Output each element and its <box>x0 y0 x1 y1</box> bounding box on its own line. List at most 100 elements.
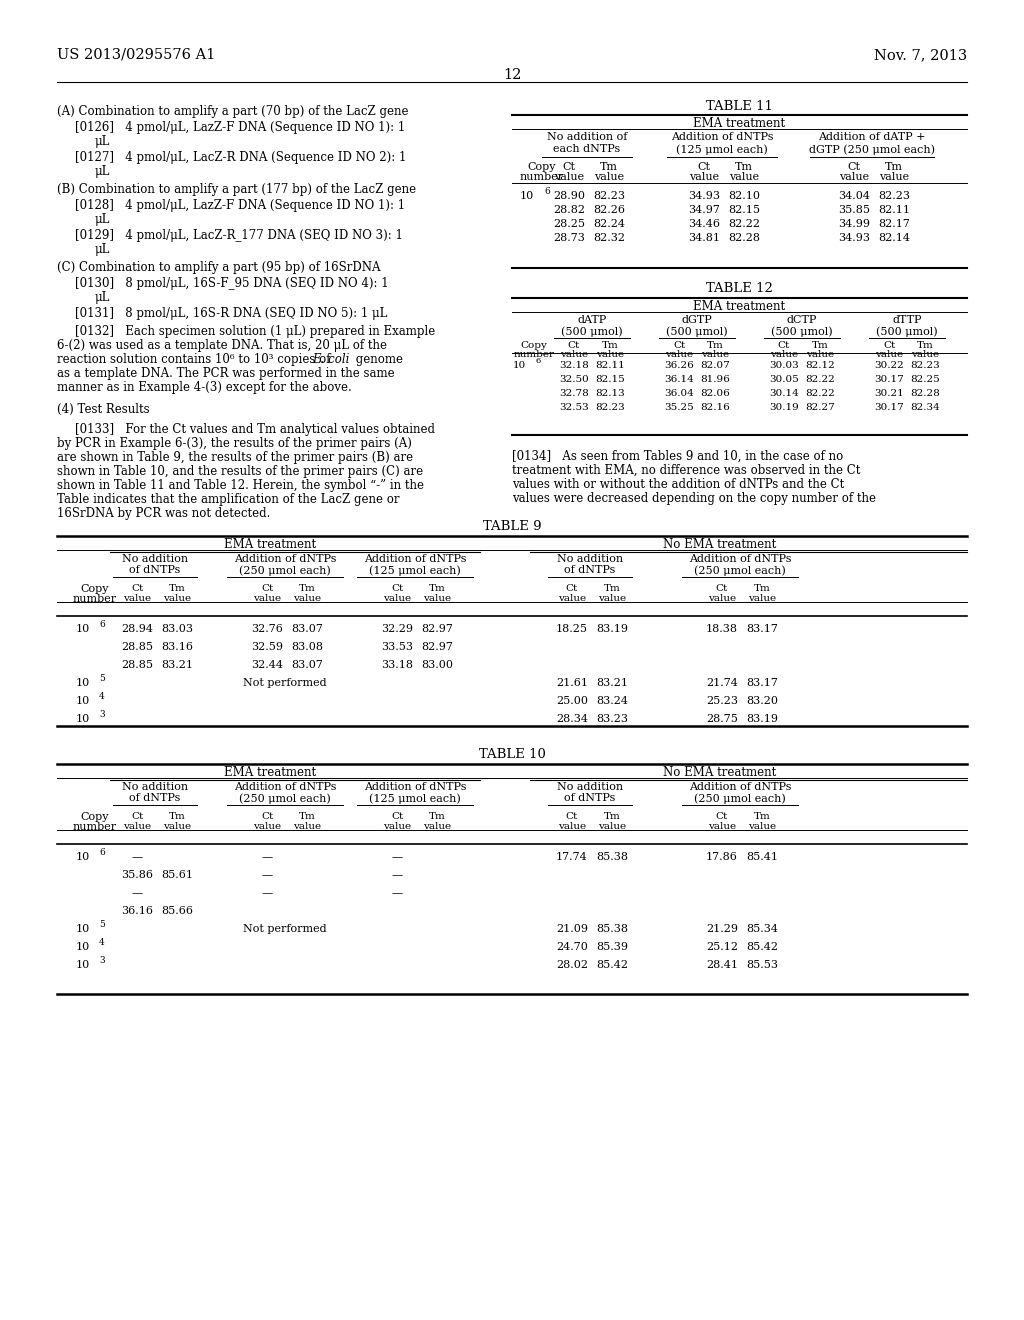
Text: Ct: Ct <box>848 162 860 172</box>
Text: 28.25: 28.25 <box>553 219 585 228</box>
Text: 10: 10 <box>76 696 90 706</box>
Text: Ct: Ct <box>673 341 685 350</box>
Text: No EMA treatment: No EMA treatment <box>664 766 776 779</box>
Text: 10: 10 <box>76 924 90 935</box>
Text: 10: 10 <box>513 360 526 370</box>
Text: —: — <box>391 888 402 898</box>
Text: value: value <box>598 822 626 832</box>
Text: value: value <box>163 594 191 603</box>
Text: Ct: Ct <box>391 812 403 821</box>
Text: 82.97: 82.97 <box>421 624 453 634</box>
Text: 25.12: 25.12 <box>706 942 738 952</box>
Text: No addition: No addition <box>122 554 188 564</box>
Text: [0129]   4 pmol/μL, LacZ-R_177 DNA (SEQ ID NO 3): 1: [0129] 4 pmol/μL, LacZ-R_177 DNA (SEQ ID… <box>75 228 402 242</box>
Text: 36.26: 36.26 <box>665 360 694 370</box>
Text: EMA treatment: EMA treatment <box>693 117 785 129</box>
Text: Tm: Tm <box>707 341 723 350</box>
Text: [0130]   8 pmol/μL, 16S-F_95 DNA (SEQ ID NO 4): 1: [0130] 8 pmol/μL, 16S-F_95 DNA (SEQ ID N… <box>75 277 389 290</box>
Text: value: value <box>558 594 586 603</box>
Text: Tm: Tm <box>429 812 445 821</box>
Text: 30.17: 30.17 <box>874 403 904 412</box>
Text: Ct: Ct <box>697 162 711 172</box>
Text: value: value <box>874 350 903 359</box>
Text: number: number <box>73 822 117 832</box>
Text: value: value <box>708 822 736 832</box>
Text: 82.24: 82.24 <box>593 219 625 228</box>
Text: manner as in Example 4-(3) except for the above.: manner as in Example 4-(3) except for th… <box>57 381 352 393</box>
Text: 82.32: 82.32 <box>593 234 625 243</box>
Text: 85.42: 85.42 <box>596 960 628 970</box>
Text: 24.70: 24.70 <box>556 942 588 952</box>
Text: Addition of dNTPs: Addition of dNTPs <box>671 132 773 143</box>
Text: Tm: Tm <box>169 812 185 821</box>
Text: 82.25: 82.25 <box>910 375 940 384</box>
Text: 35.85: 35.85 <box>838 205 870 215</box>
Text: number: number <box>520 172 564 182</box>
Text: Not performed: Not performed <box>243 678 327 688</box>
Text: value: value <box>558 822 586 832</box>
Text: [0132]   Each specimen solution (1 μL) prepared in Example: [0132] Each specimen solution (1 μL) pre… <box>75 325 435 338</box>
Text: —: — <box>131 888 142 898</box>
Text: 34.81: 34.81 <box>688 234 720 243</box>
Text: 30.05: 30.05 <box>769 375 799 384</box>
Text: US 2013/0295576 A1: US 2013/0295576 A1 <box>57 48 215 62</box>
Text: [0134]   As seen from Tables 9 and 10, in the case of no: [0134] As seen from Tables 9 and 10, in … <box>512 450 843 463</box>
Text: μL: μL <box>95 135 111 148</box>
Text: 28.94: 28.94 <box>121 624 153 634</box>
Text: Copy: Copy <box>527 162 556 172</box>
Text: value: value <box>560 350 588 359</box>
Text: 82.28: 82.28 <box>728 234 760 243</box>
Text: value: value <box>770 350 798 359</box>
Text: Ct: Ct <box>566 583 579 593</box>
Text: —: — <box>261 870 272 880</box>
Text: Tm: Tm <box>885 162 903 172</box>
Text: —: — <box>261 888 272 898</box>
Text: 85.41: 85.41 <box>746 851 778 862</box>
Text: 32.18: 32.18 <box>559 360 589 370</box>
Text: μL: μL <box>95 213 111 226</box>
Text: 82.22: 82.22 <box>805 375 835 384</box>
Text: 4: 4 <box>99 939 104 946</box>
Text: (500 μmol): (500 μmol) <box>667 326 728 337</box>
Text: Ct: Ct <box>131 812 143 821</box>
Text: 28.75: 28.75 <box>707 714 738 723</box>
Text: 34.99: 34.99 <box>838 219 870 228</box>
Text: Addition of dNTPs: Addition of dNTPs <box>364 781 466 792</box>
Text: [0128]   4 pmol/μL, LazZ-F DNA (Sequence ID NO 1): 1: [0128] 4 pmol/μL, LazZ-F DNA (Sequence I… <box>75 199 406 213</box>
Text: μL: μL <box>95 165 111 178</box>
Text: 85.53: 85.53 <box>746 960 778 970</box>
Text: value: value <box>293 822 322 832</box>
Text: Table indicates that the amplification of the LacZ gene or: Table indicates that the amplification o… <box>57 492 399 506</box>
Text: value: value <box>423 594 451 603</box>
Text: No addition: No addition <box>557 554 623 564</box>
Text: 30.22: 30.22 <box>874 360 904 370</box>
Text: No addition: No addition <box>557 781 623 792</box>
Text: 25.23: 25.23 <box>706 696 738 706</box>
Text: Tm: Tm <box>916 341 933 350</box>
Text: 35.25: 35.25 <box>665 403 694 412</box>
Text: 33.18: 33.18 <box>381 660 413 671</box>
Text: 35.86: 35.86 <box>121 870 153 880</box>
Text: 30.03: 30.03 <box>769 360 799 370</box>
Text: 83.20: 83.20 <box>746 696 778 706</box>
Text: Tm: Tm <box>169 583 185 593</box>
Text: 21.09: 21.09 <box>556 924 588 935</box>
Text: value: value <box>554 172 584 182</box>
Text: value: value <box>689 172 719 182</box>
Text: 30.21: 30.21 <box>874 389 904 399</box>
Text: Ct: Ct <box>562 162 575 172</box>
Text: Addition of dNTPs: Addition of dNTPs <box>233 554 336 564</box>
Text: value: value <box>594 172 624 182</box>
Text: Nov. 7, 2013: Nov. 7, 2013 <box>873 48 967 62</box>
Text: 28.41: 28.41 <box>706 960 738 970</box>
Text: 85.42: 85.42 <box>746 942 778 952</box>
Text: dATP: dATP <box>578 315 606 325</box>
Text: Tm: Tm <box>299 812 315 821</box>
Text: value: value <box>423 822 451 832</box>
Text: Tm: Tm <box>812 341 828 350</box>
Text: value: value <box>879 172 909 182</box>
Text: 82.14: 82.14 <box>878 234 910 243</box>
Text: 36.16: 36.16 <box>121 906 153 916</box>
Text: (125 μmol each): (125 μmol each) <box>369 565 461 576</box>
Text: 82.22: 82.22 <box>728 219 760 228</box>
